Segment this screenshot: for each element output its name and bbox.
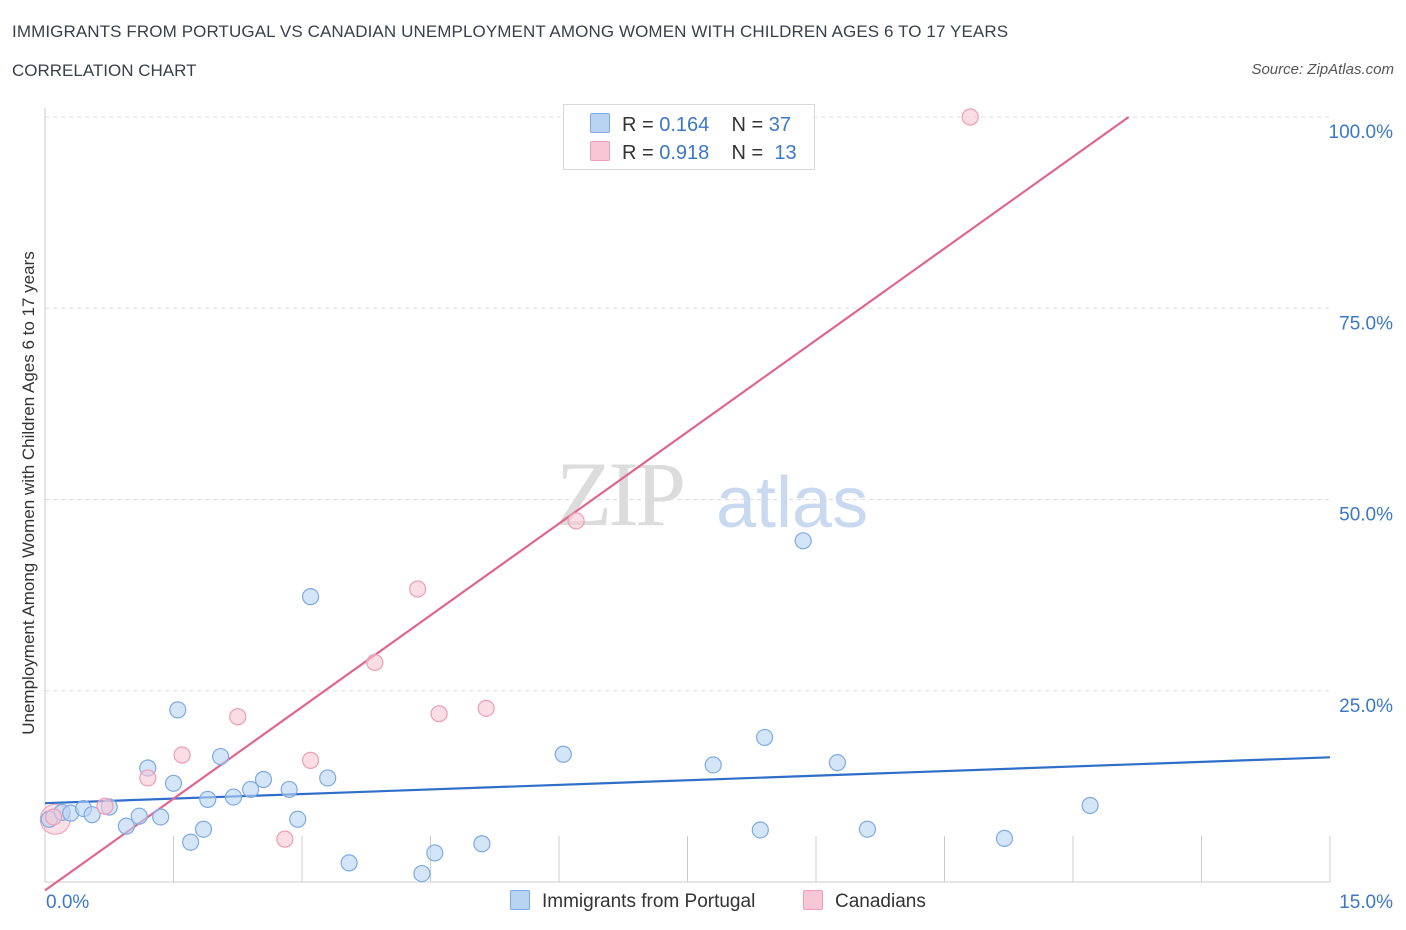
legend-item-portugal: Immigrants from Portugal xyxy=(510,890,755,913)
point-portugal xyxy=(280,780,298,799)
point-portugal xyxy=(794,532,812,550)
legend-r-value: 0.164 xyxy=(659,114,710,136)
legend-label-portugal: Immigrants from Portugal xyxy=(542,891,756,912)
legend-n-label: N = xyxy=(731,142,764,164)
point-portugal xyxy=(319,769,337,787)
trend-line-canadians xyxy=(44,116,1130,892)
point-portugal xyxy=(751,821,769,839)
point-portugal xyxy=(254,770,273,789)
x-tick-label: 15.0% xyxy=(1339,892,1393,913)
point-portugal xyxy=(828,754,847,772)
legend-item-canadians: Canadians xyxy=(803,890,926,913)
point-canadians xyxy=(366,653,384,672)
y-axis-label: Unemployment Among Women with Children A… xyxy=(19,251,38,735)
point-portugal xyxy=(301,588,320,606)
point-canadians xyxy=(173,746,191,764)
y-tick-label: 75.0% xyxy=(1339,313,1393,334)
point-canadians xyxy=(409,580,427,598)
point-canadians xyxy=(301,751,320,769)
point-portugal xyxy=(130,807,148,825)
legend-n-label: N = xyxy=(731,114,764,136)
legend-swatch-canadians xyxy=(803,890,823,910)
watermark: ZIP atlas xyxy=(556,443,868,545)
y-tick-label: 50.0% xyxy=(1339,505,1393,526)
legend-label-canadians: Canadians xyxy=(835,891,926,912)
point-portugal xyxy=(212,747,230,766)
point-portugal xyxy=(169,701,187,719)
point-canadians xyxy=(961,108,979,126)
point-portugal xyxy=(199,790,217,808)
point-portugal xyxy=(473,835,491,853)
watermark-zip: ZIP xyxy=(556,443,683,545)
y-tick-label: 25.0% xyxy=(1339,696,1393,717)
watermark-atlas: atlas xyxy=(716,463,868,543)
source-label: Source: ZipAtlas.com xyxy=(1251,61,1394,78)
point-portugal xyxy=(704,756,722,774)
point-portugal xyxy=(152,808,170,826)
legend-r-label: R = xyxy=(622,142,654,164)
trend-lines xyxy=(44,116,1331,892)
chart-title: IMMIGRANTS FROM PORTUGAL VS CANADIAN UNE… xyxy=(12,22,1009,41)
point-canadians xyxy=(229,708,247,726)
point-canadians xyxy=(96,797,114,815)
legend-swatch-canadians xyxy=(590,141,610,161)
point-portugal xyxy=(413,864,431,883)
legend-row-canadians: R = 0.918 N = 13 xyxy=(590,141,797,164)
trend-line-portugal xyxy=(44,756,1331,805)
stats-legend: R = 0.164 N = 37 R = 0.918 N = 13 xyxy=(563,104,815,170)
x-tick-label: 0.0% xyxy=(46,892,89,913)
point-portugal xyxy=(1081,796,1099,815)
point-portugal xyxy=(117,817,135,835)
point-portugal xyxy=(289,810,307,828)
legend-row-portugal: R = 0.164 N = 37 xyxy=(590,113,792,136)
axis-labels: Unemployment Among Women with Children A… xyxy=(19,122,1393,913)
point-canadians xyxy=(477,699,495,717)
point-portugal xyxy=(554,745,572,763)
chart-subtitle: CORRELATION CHART xyxy=(12,61,197,80)
point-portugal xyxy=(340,854,358,872)
point-portugal xyxy=(83,806,101,824)
grid xyxy=(45,116,1330,692)
axes xyxy=(44,108,1331,883)
point-canadians xyxy=(567,512,585,530)
point-canadians xyxy=(276,830,294,848)
point-portugal xyxy=(242,780,260,799)
y-tick-label: 100.0% xyxy=(1329,122,1394,143)
point-portugal xyxy=(755,728,774,747)
point-portugal xyxy=(194,820,213,838)
legend-r-label: R = xyxy=(622,114,654,136)
point-portugal xyxy=(164,774,183,792)
data-points xyxy=(39,108,1099,883)
legend-r-value: 0.918 xyxy=(659,142,710,164)
point-canadians xyxy=(430,705,448,723)
legend-swatch-portugal xyxy=(590,113,610,133)
point-canadians xyxy=(44,808,63,826)
point-portugal xyxy=(182,833,200,851)
legend-swatch-portugal xyxy=(510,890,530,910)
legend-n-value: 13 xyxy=(774,142,797,164)
point-portugal xyxy=(858,820,877,838)
point-portugal xyxy=(995,829,1014,847)
point-canadians xyxy=(139,769,157,787)
point-portugal xyxy=(426,844,444,862)
point-portugal xyxy=(224,788,243,806)
legend-n-value: 37 xyxy=(768,114,792,136)
